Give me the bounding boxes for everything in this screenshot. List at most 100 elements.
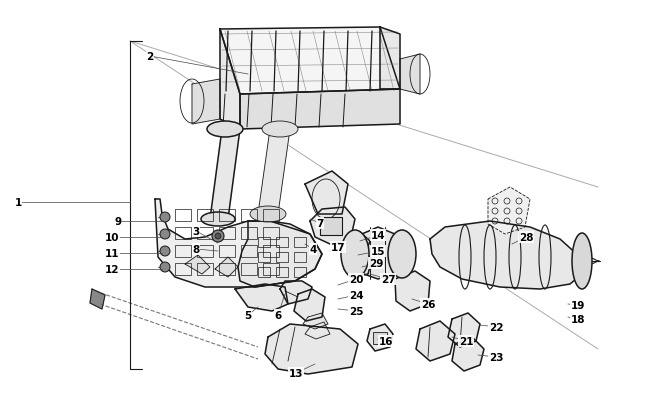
Bar bbox=[294, 267, 306, 277]
Text: 26: 26 bbox=[421, 299, 436, 309]
Text: 28: 28 bbox=[519, 232, 533, 243]
Polygon shape bbox=[344, 249, 372, 277]
Text: 16: 16 bbox=[379, 336, 393, 346]
Bar bbox=[320, 217, 342, 235]
Text: 5: 5 bbox=[244, 310, 252, 320]
Text: 10: 10 bbox=[105, 232, 119, 243]
Text: 23: 23 bbox=[489, 352, 503, 362]
Polygon shape bbox=[280, 281, 312, 304]
Polygon shape bbox=[294, 289, 325, 321]
Polygon shape bbox=[185, 256, 210, 274]
Polygon shape bbox=[220, 28, 400, 95]
Polygon shape bbox=[340, 232, 370, 257]
Polygon shape bbox=[240, 90, 400, 130]
Polygon shape bbox=[380, 28, 400, 90]
Bar bbox=[263, 209, 279, 222]
Polygon shape bbox=[416, 321, 455, 361]
Polygon shape bbox=[90, 289, 105, 309]
Bar bbox=[175, 245, 191, 257]
Polygon shape bbox=[355, 228, 402, 279]
Polygon shape bbox=[258, 130, 290, 215]
Polygon shape bbox=[265, 324, 358, 374]
Polygon shape bbox=[395, 271, 430, 311]
Bar bbox=[276, 237, 288, 247]
Text: 4: 4 bbox=[309, 244, 317, 254]
Bar bbox=[175, 263, 191, 275]
Text: 18: 18 bbox=[571, 314, 585, 324]
Polygon shape bbox=[305, 172, 348, 215]
Polygon shape bbox=[448, 313, 480, 347]
Ellipse shape bbox=[572, 233, 592, 289]
Ellipse shape bbox=[160, 230, 170, 239]
Bar bbox=[258, 237, 270, 247]
Text: 7: 7 bbox=[317, 218, 324, 228]
Polygon shape bbox=[305, 322, 330, 339]
Bar bbox=[175, 228, 191, 239]
Ellipse shape bbox=[341, 230, 369, 278]
Ellipse shape bbox=[207, 122, 243, 138]
Text: 2: 2 bbox=[146, 52, 153, 62]
Bar bbox=[276, 252, 288, 262]
Bar bbox=[197, 245, 213, 257]
Ellipse shape bbox=[262, 122, 298, 138]
Polygon shape bbox=[215, 257, 238, 277]
Text: 9: 9 bbox=[114, 216, 122, 226]
Bar bbox=[373, 332, 387, 344]
Polygon shape bbox=[400, 55, 420, 95]
Text: 29: 29 bbox=[369, 258, 383, 269]
Polygon shape bbox=[488, 188, 530, 234]
Text: 12: 12 bbox=[105, 264, 119, 274]
Bar bbox=[241, 263, 257, 275]
Text: 27: 27 bbox=[381, 274, 395, 284]
Polygon shape bbox=[367, 324, 393, 351]
Text: 17: 17 bbox=[331, 243, 345, 252]
Ellipse shape bbox=[160, 213, 170, 222]
Text: 8: 8 bbox=[192, 244, 200, 254]
Polygon shape bbox=[430, 222, 582, 289]
Bar bbox=[219, 228, 235, 239]
Bar bbox=[197, 228, 213, 239]
Ellipse shape bbox=[215, 233, 221, 239]
Text: 6: 6 bbox=[274, 310, 281, 320]
Bar bbox=[258, 252, 270, 262]
Bar bbox=[241, 209, 257, 222]
Bar bbox=[175, 209, 191, 222]
Bar bbox=[197, 209, 213, 222]
Text: 19: 19 bbox=[571, 300, 585, 310]
Text: 3: 3 bbox=[192, 226, 200, 237]
Text: 14: 14 bbox=[370, 230, 385, 241]
Text: 22: 22 bbox=[489, 322, 503, 332]
Bar bbox=[294, 252, 306, 262]
Ellipse shape bbox=[201, 213, 235, 226]
Polygon shape bbox=[192, 80, 220, 125]
Bar bbox=[263, 245, 279, 257]
Bar bbox=[294, 237, 306, 247]
Bar bbox=[197, 263, 213, 275]
Polygon shape bbox=[220, 30, 240, 130]
Text: 1: 1 bbox=[14, 198, 21, 207]
Text: 24: 24 bbox=[348, 290, 363, 300]
Polygon shape bbox=[210, 130, 240, 220]
Polygon shape bbox=[235, 284, 288, 311]
Ellipse shape bbox=[160, 262, 170, 272]
Polygon shape bbox=[155, 200, 322, 287]
Ellipse shape bbox=[212, 230, 224, 243]
Bar bbox=[219, 263, 235, 275]
Text: 21: 21 bbox=[459, 336, 473, 346]
Text: 13: 13 bbox=[289, 368, 304, 378]
Text: 11: 11 bbox=[105, 248, 119, 258]
Bar bbox=[263, 228, 279, 239]
Bar bbox=[263, 263, 279, 275]
Text: 20: 20 bbox=[349, 274, 363, 284]
Ellipse shape bbox=[388, 230, 416, 278]
Polygon shape bbox=[238, 222, 322, 287]
Text: 15: 15 bbox=[370, 246, 385, 256]
Bar bbox=[219, 209, 235, 222]
Polygon shape bbox=[310, 207, 355, 244]
Text: 25: 25 bbox=[349, 306, 363, 316]
Polygon shape bbox=[452, 337, 484, 371]
Polygon shape bbox=[303, 313, 328, 329]
Bar bbox=[258, 267, 270, 277]
Bar bbox=[276, 267, 288, 277]
Bar bbox=[241, 228, 257, 239]
